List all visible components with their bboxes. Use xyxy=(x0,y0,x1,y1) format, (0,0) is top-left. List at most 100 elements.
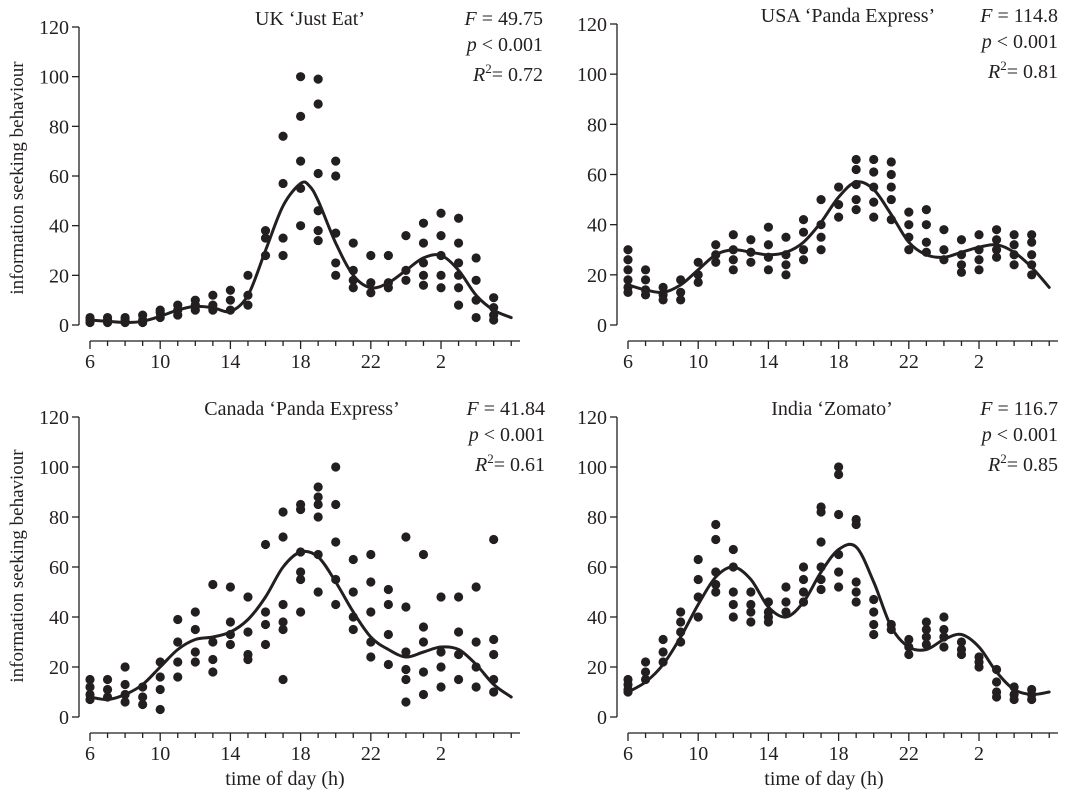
data-point xyxy=(851,519,861,530)
data-point xyxy=(834,462,844,472)
data-point xyxy=(921,639,931,650)
data-point xyxy=(278,599,288,610)
r2-stat: R2= 0.81 xyxy=(987,58,1058,83)
data-point xyxy=(225,639,236,650)
y-tick-label: 80 xyxy=(49,116,69,138)
data-point xyxy=(401,664,411,675)
data-point xyxy=(676,607,686,617)
data-point xyxy=(851,194,861,205)
p-stat: p < 0.001 xyxy=(465,34,543,56)
data-point xyxy=(453,213,464,223)
data-point xyxy=(869,629,879,640)
data-point xyxy=(155,672,165,682)
data-point xyxy=(313,226,323,236)
data-point xyxy=(173,672,183,682)
data-point xyxy=(658,295,668,305)
data-point xyxy=(489,634,499,645)
data-point xyxy=(851,577,861,587)
data-point xyxy=(658,647,668,657)
data-point xyxy=(313,99,323,109)
data-point xyxy=(436,283,446,293)
data-point xyxy=(278,624,288,635)
data-point xyxy=(85,682,95,692)
data-point xyxy=(296,567,306,577)
data-point xyxy=(921,617,931,627)
data-point xyxy=(728,612,738,622)
data-point xyxy=(956,649,967,660)
data-point xyxy=(453,627,464,637)
data-point xyxy=(436,662,446,672)
data-point xyxy=(991,692,1002,702)
data-point xyxy=(939,225,949,235)
data-point xyxy=(348,283,358,293)
data-point xyxy=(798,245,809,255)
x-tick-label: 2 xyxy=(436,351,446,373)
data-point xyxy=(278,178,288,189)
data-point xyxy=(974,662,984,672)
data-point xyxy=(190,657,200,667)
data-point xyxy=(658,282,668,292)
data-point xyxy=(331,499,341,510)
f-stat: F = 49.75 xyxy=(464,8,544,30)
data-point xyxy=(85,674,95,685)
data-point xyxy=(781,270,791,280)
data-point xyxy=(781,582,791,592)
y-tick-label: 60 xyxy=(587,165,607,187)
data-point xyxy=(798,255,809,265)
x-tick-label: 14 xyxy=(220,743,240,765)
data-point xyxy=(939,612,949,622)
data-point xyxy=(991,245,1002,255)
data-point xyxy=(313,235,323,246)
x-tick-label: 18 xyxy=(291,351,311,373)
data-point xyxy=(401,602,411,612)
y-tick-label: 0 xyxy=(597,707,607,729)
data-point xyxy=(489,293,499,303)
data-point xyxy=(296,156,306,166)
data-point xyxy=(401,231,411,241)
data-point xyxy=(208,290,218,300)
data-point xyxy=(453,238,464,248)
data-point xyxy=(331,270,341,280)
data-point xyxy=(313,492,323,502)
data-point xyxy=(436,592,446,602)
data-point xyxy=(763,265,774,275)
data-point xyxy=(436,231,446,241)
data-point xyxy=(991,235,1002,245)
y-tick-label: 100 xyxy=(39,457,69,479)
data-point xyxy=(260,639,271,650)
data-point xyxy=(623,245,633,255)
x-tick-label: 14 xyxy=(220,351,240,373)
data-point xyxy=(243,300,253,310)
data-point xyxy=(763,222,774,232)
y-tick-label: 80 xyxy=(49,507,69,529)
data-point xyxy=(278,507,288,517)
x-tick-label: 2 xyxy=(974,743,984,765)
data-point xyxy=(208,654,218,665)
data-point xyxy=(851,164,861,175)
data-point xyxy=(418,637,429,647)
data-point xyxy=(278,532,288,542)
data-point xyxy=(418,549,429,560)
data-point xyxy=(471,275,481,285)
data-point xyxy=(798,215,809,225)
data-point xyxy=(746,587,756,597)
data-point xyxy=(676,617,686,627)
data-point xyxy=(816,507,826,517)
data-point xyxy=(453,592,464,602)
fit-curve xyxy=(88,180,513,324)
data-point xyxy=(260,607,271,617)
data-point xyxy=(173,310,183,320)
data-point xyxy=(728,255,738,265)
data-point xyxy=(366,250,376,261)
x-tick-label: 18 xyxy=(829,351,849,373)
data-point xyxy=(939,624,949,635)
data-point xyxy=(886,194,896,205)
data-point xyxy=(886,157,896,167)
data-point xyxy=(383,599,393,610)
data-point xyxy=(436,208,446,218)
f-stat: F = 41.84 xyxy=(466,398,546,420)
data-point xyxy=(921,237,931,247)
data-point xyxy=(190,607,200,617)
data-point xyxy=(243,654,253,665)
